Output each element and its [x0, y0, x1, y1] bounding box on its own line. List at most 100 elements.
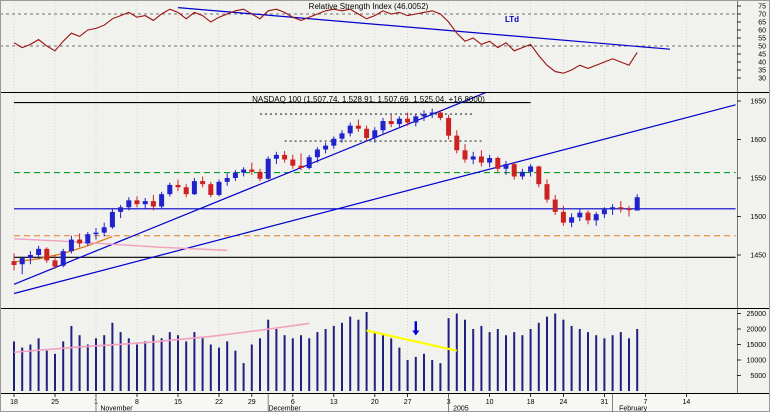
volume-bar — [431, 360, 434, 391]
volume-bar — [390, 338, 393, 391]
volume-bar — [480, 325, 483, 391]
volume-bar — [86, 344, 89, 391]
candle — [183, 187, 189, 195]
candle — [331, 138, 337, 146]
candle — [364, 128, 370, 138]
candle — [298, 165, 304, 168]
svg-text:5000: 5000 — [750, 373, 766, 380]
candle — [593, 214, 599, 221]
svg-text:25: 25 — [51, 399, 59, 406]
svg-text:60: 60 — [758, 28, 766, 35]
volume-bar — [300, 335, 302, 391]
svg-text:7: 7 — [643, 399, 647, 406]
volume-bar — [111, 322, 114, 391]
candle — [495, 157, 501, 169]
volume-bar — [152, 335, 155, 391]
candle — [560, 211, 566, 223]
volume-bar — [29, 344, 32, 391]
candle — [118, 207, 124, 212]
price-trendline — [13, 92, 489, 285]
volume-bar — [127, 338, 130, 391]
candle — [528, 166, 534, 172]
svg-text:24: 24 — [560, 399, 568, 406]
volume-bar — [398, 347, 401, 391]
candle — [429, 112, 435, 115]
volume-bar — [193, 332, 196, 391]
volume-bar — [62, 341, 65, 391]
candle — [208, 184, 214, 195]
candle — [339, 133, 345, 139]
candle — [446, 117, 452, 136]
candle — [85, 234, 91, 244]
svg-text:22: 22 — [215, 399, 223, 406]
volume-bar — [218, 347, 220, 391]
volume-bar — [341, 322, 343, 391]
volume-bar — [537, 322, 540, 391]
svg-text:40: 40 — [758, 60, 766, 67]
candle — [249, 169, 255, 172]
candle — [224, 178, 230, 182]
yellow-trendline — [366, 329, 458, 352]
candle — [487, 157, 493, 163]
moving-average-line — [13, 238, 228, 252]
svg-text:50: 50 — [758, 44, 766, 51]
volume-bar — [37, 338, 40, 391]
candle — [437, 112, 443, 118]
candle — [585, 212, 591, 221]
candle — [601, 209, 607, 215]
svg-text:December: December — [268, 406, 301, 412]
svg-text:31: 31 — [601, 399, 609, 406]
volume-bar — [439, 363, 442, 391]
svg-text:10: 10 — [486, 399, 494, 406]
volume-ma-line — [13, 322, 310, 354]
volume-bar — [636, 329, 639, 391]
candle — [462, 150, 468, 160]
volume-bar — [373, 332, 376, 391]
svg-text:75: 75 — [758, 4, 766, 11]
volume-bar — [578, 329, 581, 391]
candle — [273, 154, 279, 159]
svg-text:February: February — [619, 406, 648, 412]
volume-bar — [603, 338, 606, 391]
candle — [191, 181, 197, 195]
candle — [405, 118, 411, 123]
volume-bar — [529, 329, 532, 391]
volume-bar — [316, 332, 319, 391]
volume-bar — [95, 338, 97, 391]
volume-bar — [619, 332, 622, 391]
volume-bar — [45, 350, 48, 391]
volume-bar — [324, 329, 327, 391]
svg-text:1550: 1550 — [750, 176, 766, 183]
volume-bar — [234, 350, 237, 391]
candle — [388, 121, 394, 125]
candle — [167, 184, 173, 195]
rsi-trendline — [177, 7, 671, 50]
svg-text:13: 13 — [330, 399, 338, 406]
volume-bar — [70, 325, 73, 391]
candle — [536, 166, 542, 185]
candle — [134, 200, 140, 205]
svg-text:18: 18 — [10, 399, 18, 406]
candle — [454, 135, 460, 151]
volume-bar — [349, 316, 352, 391]
candle — [314, 149, 320, 158]
candle — [634, 197, 640, 211]
candle — [569, 217, 575, 223]
svg-text:20: 20 — [371, 399, 379, 406]
candle — [27, 255, 33, 259]
svg-text:2005: 2005 — [453, 406, 469, 412]
volume-bar — [554, 313, 557, 391]
volume-bar — [136, 344, 138, 391]
candle — [60, 251, 66, 266]
candle — [355, 125, 361, 129]
candle — [380, 121, 386, 131]
svg-text:1500: 1500 — [750, 214, 766, 221]
volume-bar — [160, 338, 163, 391]
volume-panel — [13, 311, 639, 391]
volume-bar — [119, 332, 122, 391]
volume-bar — [78, 335, 81, 391]
volume-bar — [365, 311, 368, 391]
candle — [618, 207, 624, 209]
rsi-line — [13, 8, 638, 74]
volume-bar — [496, 329, 499, 391]
